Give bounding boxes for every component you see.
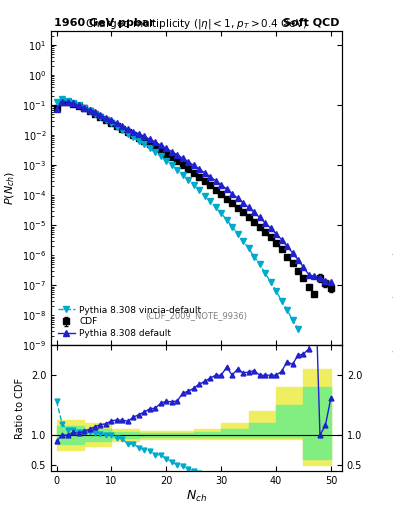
Pythia 8.308 vincia-default (131, 134, 136, 140)
Pythia 8.308 vincia-default (290, 317, 295, 323)
Pythia 8.308 vincia-default (230, 223, 235, 229)
Pythia 8.308 vincia-default (142, 141, 147, 147)
Y-axis label: Ratio to CDF: Ratio to CDF (15, 377, 25, 439)
Pythia 8.308 vincia-default (213, 204, 218, 210)
X-axis label: $N_{ch}$: $N_{ch}$ (186, 488, 207, 504)
Pythia 8.308 vincia-default (202, 193, 207, 199)
Pythia 8.308 vincia-default (147, 145, 152, 151)
Text: (CDF_2009_NOTE_9936): (CDF_2009_NOTE_9936) (145, 311, 248, 320)
Text: Rivet 3.1.10, ≥ 3.2M events: Rivet 3.1.10, ≥ 3.2M events (391, 99, 393, 187)
Pythia 8.308 vincia-default (98, 114, 103, 120)
Pythia 8.308 vincia-default (104, 117, 108, 123)
Pythia 8.308 vincia-default (263, 270, 268, 276)
Pythia 8.308 vincia-default (60, 96, 64, 102)
Pythia 8.308 vincia-default (219, 210, 224, 216)
Pythia 8.308 vincia-default (235, 230, 240, 237)
Pythia 8.308 vincia-default (268, 279, 273, 285)
Title: Charged multiplicity ($|\eta| < 1$, $p_T > 0.4$ GeV): Charged multiplicity ($|\eta| < 1$, $p_T… (85, 17, 308, 31)
Pythia 8.308 vincia-default (93, 111, 97, 117)
Y-axis label: $P(N_{ch})$: $P(N_{ch})$ (3, 171, 17, 205)
Line: Pythia 8.308 vincia-default: Pythia 8.308 vincia-default (54, 97, 301, 332)
Pythia 8.308 vincia-default (164, 158, 169, 164)
Pythia 8.308 vincia-default (279, 298, 284, 304)
Pythia 8.308 vincia-default (241, 238, 246, 244)
Pythia 8.308 vincia-default (285, 307, 289, 313)
Pythia 8.308 vincia-default (257, 261, 262, 267)
Pythia 8.308 vincia-default (153, 149, 158, 155)
Pythia 8.308 vincia-default (169, 162, 174, 168)
Pythia 8.308 vincia-default (136, 138, 141, 144)
Text: Soft QCD: Soft QCD (283, 17, 339, 28)
Pythia 8.308 vincia-default (208, 198, 213, 204)
Pythia 8.308 vincia-default (175, 167, 180, 173)
Pythia 8.308 vincia-default (71, 100, 75, 106)
Pythia 8.308 vincia-default (109, 120, 114, 126)
Pythia 8.308 vincia-default (191, 182, 196, 188)
Pythia 8.308 vincia-default (186, 177, 191, 183)
Pythia 8.308 vincia-default (224, 217, 229, 223)
Pythia 8.308 vincia-default (180, 172, 185, 178)
Pythia 8.308 vincia-default (252, 253, 257, 260)
Legend: Pythia 8.308 vincia-default, CDF, Pythia 8.308 default: Pythia 8.308 vincia-default, CDF, Pythia… (55, 303, 204, 340)
Text: mcplots.cern.ch [arXiv:1306.3436]: mcplots.cern.ch [arXiv:1306.3436] (391, 243, 393, 351)
Pythia 8.308 vincia-default (296, 326, 300, 332)
Pythia 8.308 vincia-default (197, 187, 202, 193)
Pythia 8.308 vincia-default (246, 245, 251, 251)
Pythia 8.308 vincia-default (87, 108, 92, 114)
Pythia 8.308 vincia-default (274, 288, 278, 294)
Pythia 8.308 vincia-default (125, 131, 130, 137)
Pythia 8.308 vincia-default (54, 99, 59, 105)
Pythia 8.308 vincia-default (76, 102, 81, 108)
Pythia 8.308 vincia-default (65, 98, 70, 104)
Text: 1960 GeV ppbar: 1960 GeV ppbar (54, 17, 155, 28)
Pythia 8.308 vincia-default (120, 127, 125, 133)
Pythia 8.308 vincia-default (158, 153, 163, 159)
Pythia 8.308 vincia-default (115, 124, 119, 130)
Pythia 8.308 vincia-default (82, 105, 86, 111)
